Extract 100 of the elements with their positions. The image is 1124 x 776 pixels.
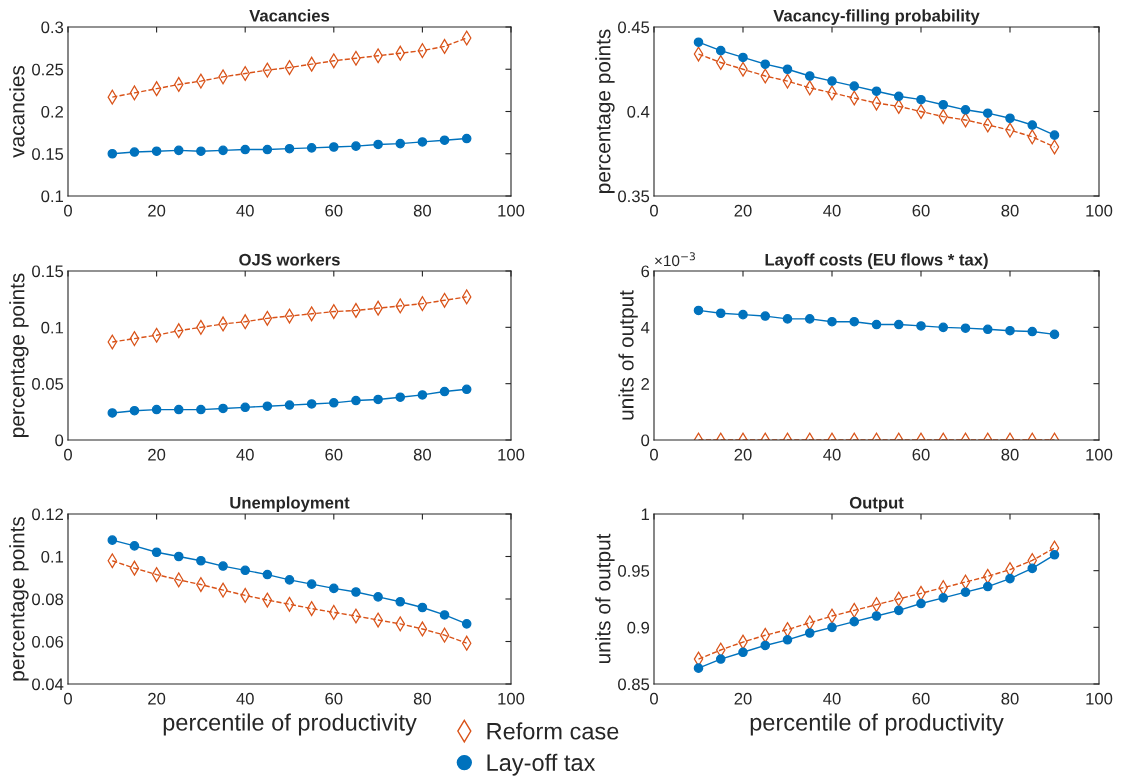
x-tick-label: 20 xyxy=(734,448,752,461)
point xyxy=(240,565,250,576)
point xyxy=(804,71,815,81)
point xyxy=(240,402,250,413)
point xyxy=(218,561,228,571)
point xyxy=(262,569,273,580)
point xyxy=(461,133,472,144)
point xyxy=(284,143,295,154)
x-tick-label: 0 xyxy=(650,204,658,217)
x-tick-label: 80 xyxy=(1001,204,1019,217)
x-tick-label: 80 xyxy=(413,204,432,217)
point xyxy=(107,148,118,159)
y-tick-label: 0.1 xyxy=(41,321,64,334)
y-tick-label: 0.9 xyxy=(627,621,650,634)
x-tick-label: 40 xyxy=(823,692,841,705)
point xyxy=(306,143,317,153)
legend-label: Lay-off tax xyxy=(487,753,596,776)
point xyxy=(893,91,904,102)
x-tick-label: 80 xyxy=(1001,448,1019,461)
point xyxy=(395,596,406,607)
y-tick-label: 0.25 xyxy=(32,63,64,76)
x-tick-label: 0 xyxy=(650,448,658,461)
point xyxy=(1027,563,1038,574)
point xyxy=(461,619,472,629)
y-axis-title: percentage points xyxy=(595,29,615,193)
x-tick-label: 20 xyxy=(734,204,752,217)
y-tick-label: 6 xyxy=(641,265,650,278)
point xyxy=(262,144,273,155)
point xyxy=(373,592,383,602)
point xyxy=(173,404,184,415)
point xyxy=(129,541,140,551)
point xyxy=(439,386,450,397)
point xyxy=(306,399,317,409)
chart-title: OJS workers xyxy=(239,253,340,266)
y-tick-label: 0.1 xyxy=(41,190,64,203)
y-axis-title: percentage points xyxy=(9,516,29,681)
point xyxy=(782,64,793,75)
point xyxy=(439,135,450,146)
x-tick-label: 60 xyxy=(912,448,930,461)
x-tick-label: 20 xyxy=(148,204,166,217)
y-tick-label: 0.06 xyxy=(32,635,64,648)
x-tick-label: 60 xyxy=(912,692,930,705)
x-tick-label: 40 xyxy=(236,692,254,705)
point xyxy=(871,611,882,621)
text: ×10$^{−3}$ xyxy=(655,252,695,267)
x-tick-label: 60 xyxy=(325,448,343,461)
y-tick-label: 0.85 xyxy=(618,678,650,691)
y-tick-label: 0.04 xyxy=(32,678,64,691)
x-tick-label: 100 xyxy=(498,204,525,217)
point xyxy=(849,616,860,627)
point xyxy=(760,640,771,651)
chart-title: Output xyxy=(849,496,904,512)
point xyxy=(715,654,726,664)
y-tick-label: 0.05 xyxy=(32,378,64,390)
x-tick-label: 0 xyxy=(650,692,658,705)
x-tick-label: 60 xyxy=(325,692,343,705)
point xyxy=(351,395,361,406)
point xyxy=(439,610,450,620)
point xyxy=(306,579,317,589)
y-tick-label: 4 xyxy=(640,321,650,334)
y-tick-label: 0.2 xyxy=(41,105,63,118)
y-axis-title: vacancies xyxy=(9,65,25,158)
x-axis-title: percentile of productivity xyxy=(750,713,1004,736)
point xyxy=(351,587,361,597)
chart-title: Vacancy-filling probability xyxy=(773,9,980,25)
point xyxy=(893,605,904,616)
point xyxy=(715,45,726,56)
point xyxy=(395,138,406,149)
y-tick-label: 0.08 xyxy=(32,593,64,606)
point xyxy=(938,99,949,110)
point xyxy=(284,575,295,585)
point xyxy=(151,146,162,157)
point xyxy=(804,628,815,638)
point xyxy=(417,390,428,400)
point xyxy=(1049,130,1060,140)
point xyxy=(218,145,228,156)
point xyxy=(329,142,339,152)
point xyxy=(782,635,793,645)
point xyxy=(196,146,206,157)
point xyxy=(871,86,882,97)
y-axis-title: units of output xyxy=(595,533,615,664)
x-tick-label: 100 xyxy=(1086,448,1113,461)
y-tick-label: 0.15 xyxy=(32,265,64,278)
point xyxy=(373,394,383,405)
y-axis-title: units of output xyxy=(618,290,638,420)
x-tick-label: 40 xyxy=(236,448,254,461)
point xyxy=(373,139,383,150)
x-tick-label: 100 xyxy=(1086,204,1113,217)
point xyxy=(738,647,748,658)
point xyxy=(173,145,184,156)
y-tick-label: 0.1 xyxy=(41,550,64,563)
x-tick-label: 60 xyxy=(912,204,930,217)
point xyxy=(738,52,748,63)
x-tick-label: 20 xyxy=(148,692,166,705)
point xyxy=(760,59,771,69)
chart-title: Vacancies xyxy=(249,9,330,22)
point xyxy=(960,105,971,115)
y-tick-label: 0.35 xyxy=(618,190,650,203)
x-tick-label: 40 xyxy=(823,204,841,217)
point xyxy=(151,547,162,558)
